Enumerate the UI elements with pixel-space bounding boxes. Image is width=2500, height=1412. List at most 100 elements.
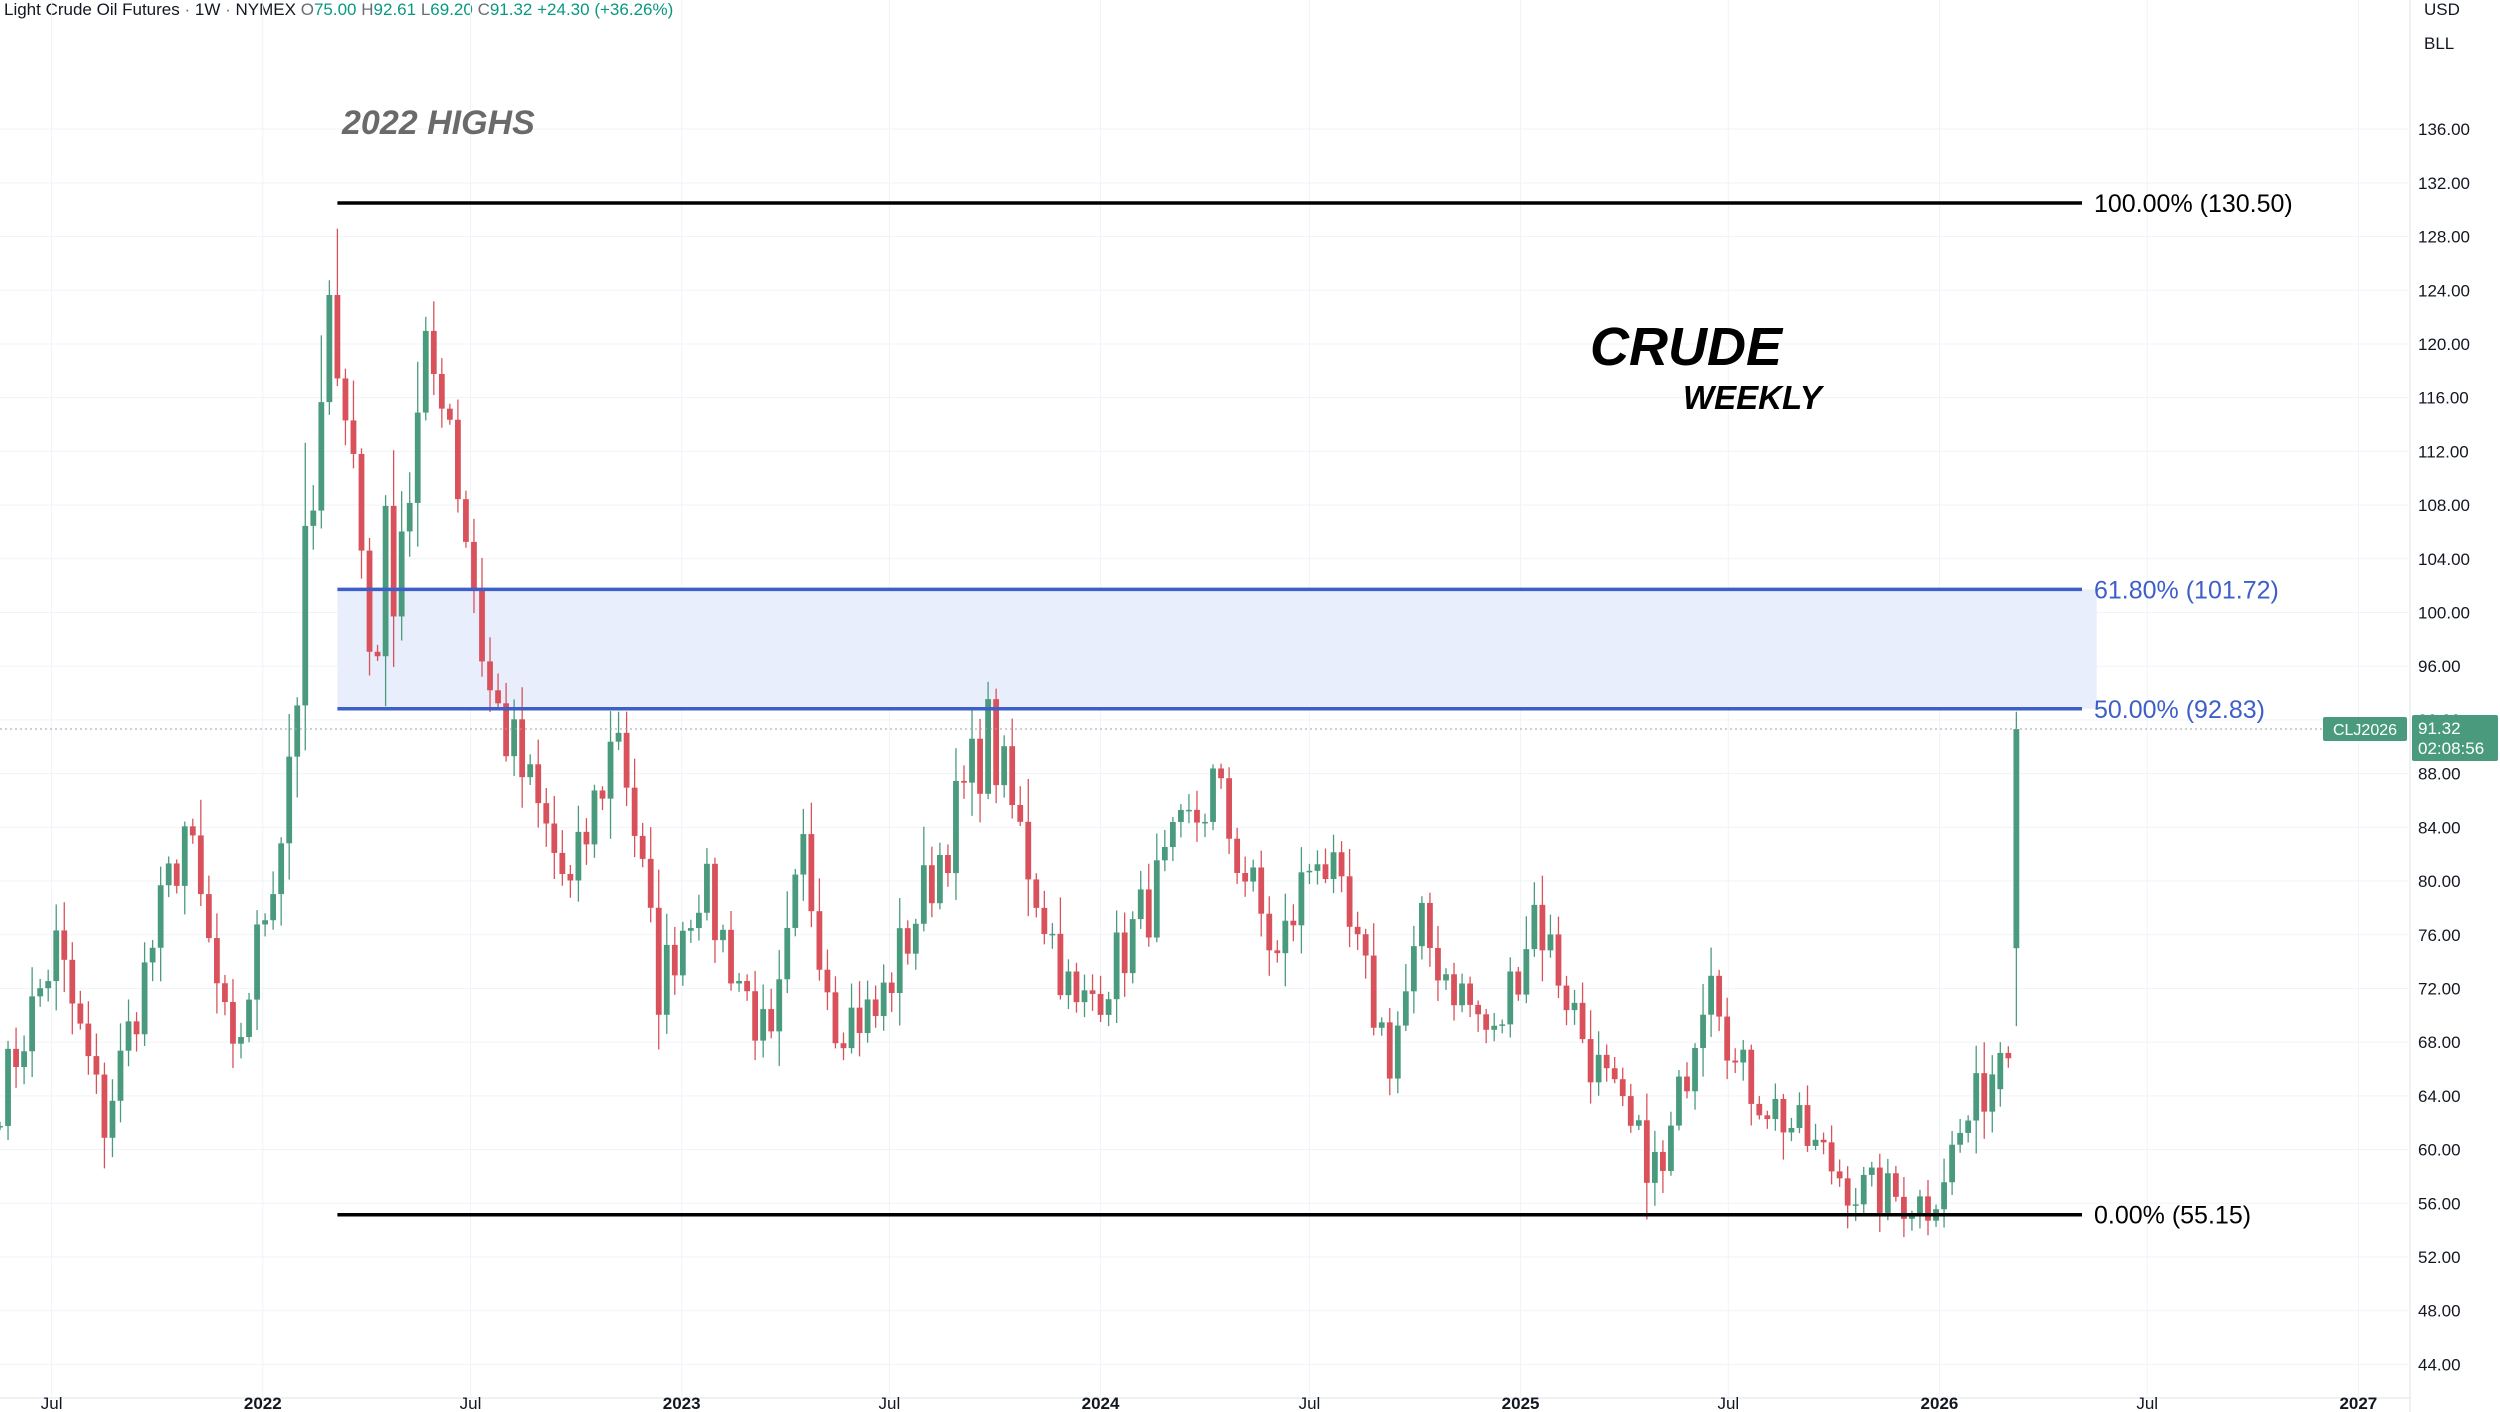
- candle-body: [1700, 1014, 1706, 1049]
- candle-body: [1290, 920, 1297, 926]
- candle-body: [1427, 902, 1433, 948]
- candle-body: [1194, 809, 1200, 823]
- price-tick-label: 116.00: [2418, 389, 2469, 408]
- time-tick-label: 2023: [663, 1394, 701, 1412]
- high-value: 92.61: [373, 0, 417, 19]
- candle-body: [1419, 902, 1425, 947]
- candle-body: [792, 874, 799, 928]
- price-tick-label: 100.00: [2418, 604, 2470, 623]
- candle-body: [567, 873, 574, 881]
- time-tick-label: 2027: [2339, 1394, 2377, 1412]
- candle-body: [1081, 990, 1088, 1003]
- candle-body: [776, 979, 783, 1032]
- candle-body: [1676, 1076, 1682, 1126]
- candle-body: [1370, 955, 1377, 1028]
- candle-body: [1611, 1068, 1618, 1080]
- candle-body: [575, 831, 582, 881]
- candle-body: [1073, 971, 1080, 1003]
- candle-body: [1145, 889, 1152, 938]
- candle-body: [2013, 729, 2020, 949]
- candle-body: [246, 999, 252, 1038]
- candle-body: [1282, 920, 1289, 954]
- candle-body: [1892, 1173, 1899, 1197]
- candle-body: [928, 865, 935, 904]
- candle-body: [374, 651, 381, 657]
- candle-body: [471, 541, 477, 590]
- candle-body: [1804, 1105, 1811, 1146]
- candle-body: [487, 661, 493, 691]
- candle-body: [286, 756, 293, 844]
- ticker-tag-label: CLJ2026: [2333, 722, 2397, 739]
- candle-body: [848, 1007, 855, 1049]
- candle-body: [1708, 975, 1714, 1015]
- candle-body: [969, 738, 975, 783]
- candle-body: [1531, 904, 1538, 950]
- candle-body: [1957, 1132, 1964, 1145]
- candle-body: [173, 863, 180, 886]
- candle-body: [101, 1074, 108, 1138]
- close-value: 91.32: [489, 0, 533, 19]
- candle-body: [1065, 971, 1072, 996]
- candle-body: [1668, 1125, 1674, 1171]
- price-axis[interactable]: USD BLL 136.00 132.00 128.00 124.00 120.00 11…: [2418, 0, 2470, 1374]
- candle-body: [953, 780, 959, 874]
- symbol-exchange: NYMEX: [235, 0, 296, 19]
- symbol-name[interactable]: Light Crude Oil Futures: [4, 0, 180, 19]
- candle-body: [1515, 971, 1522, 995]
- open-label: O: [300, 0, 314, 19]
- candle-body: [728, 929, 734, 984]
- symbol-interval[interactable]: 1W: [194, 0, 221, 19]
- candle-body: [1218, 768, 1224, 779]
- candle-body: [1716, 975, 1723, 1017]
- last-price-label: 91.32: [2418, 719, 2461, 738]
- candle-body: [1234, 838, 1241, 873]
- candle-body: [1089, 990, 1096, 994]
- candle-body: [463, 499, 469, 542]
- candle-body: [1651, 1151, 1658, 1183]
- candle-body: [109, 1100, 116, 1138]
- chart-grid: [0, 0, 2411, 1412]
- candle-body: [880, 982, 887, 1017]
- countdown-label: 02:08:56: [2418, 739, 2484, 758]
- price-tick-label: 120.00: [2418, 335, 2470, 354]
- candle-body: [808, 834, 815, 912]
- currency-label[interactable]: USD: [2424, 0, 2460, 19]
- time-axis[interactable]: Jul 2022 Jul 2023 Jul 2024 Jul 2025 Jul 2026 Jul 20…: [41, 1394, 2377, 1412]
- candle-body: [214, 938, 220, 984]
- candle-body: [679, 930, 686, 976]
- legend-separator: ·: [225, 0, 231, 19]
- candle-body: [1627, 1096, 1634, 1126]
- fib-zone: [337, 589, 2097, 709]
- candle-body: [1435, 947, 1441, 981]
- candle-body: [1965, 1120, 1972, 1133]
- price-tick-label: 128.00: [2418, 228, 2470, 247]
- time-tick-label: Jul: [460, 1394, 482, 1412]
- candle-body: [1475, 1004, 1482, 1015]
- candle-body: [1796, 1105, 1803, 1128]
- unit-label[interactable]: BLL: [2424, 34, 2454, 53]
- candle-body: [1901, 1196, 1907, 1219]
- candle-body: [230, 1002, 236, 1044]
- open-value: 75.00: [313, 0, 357, 19]
- candle-body: [189, 826, 196, 836]
- fib-level-label: 100.00% (130.50): [2094, 190, 2293, 218]
- symbol-legend: Light Crude Oil Futures · 1W · NYMEX O75…: [4, 0, 673, 20]
- candle-body: [1049, 933, 1056, 936]
- candle-body: [430, 330, 437, 374]
- chart-title: CRUDE: [1590, 317, 1784, 377]
- candle-body: [1499, 1024, 1506, 1026]
- candle-body: [1491, 1025, 1498, 1030]
- candle-body: [1692, 1048, 1698, 1092]
- candle-body: [503, 703, 509, 757]
- candle-body: [1057, 933, 1064, 996]
- candle-body: [1137, 889, 1144, 920]
- candle-body: [912, 923, 919, 954]
- price-tick-label: 56.00: [2418, 1194, 2461, 1213]
- candle-body: [1298, 872, 1305, 926]
- time-tick-label: 2022: [244, 1394, 282, 1412]
- candle-body: [832, 992, 839, 1044]
- candle-body: [422, 330, 429, 413]
- candle-body: [495, 690, 501, 704]
- fib-level-label: 0.00% (55.15): [2094, 1202, 2251, 1230]
